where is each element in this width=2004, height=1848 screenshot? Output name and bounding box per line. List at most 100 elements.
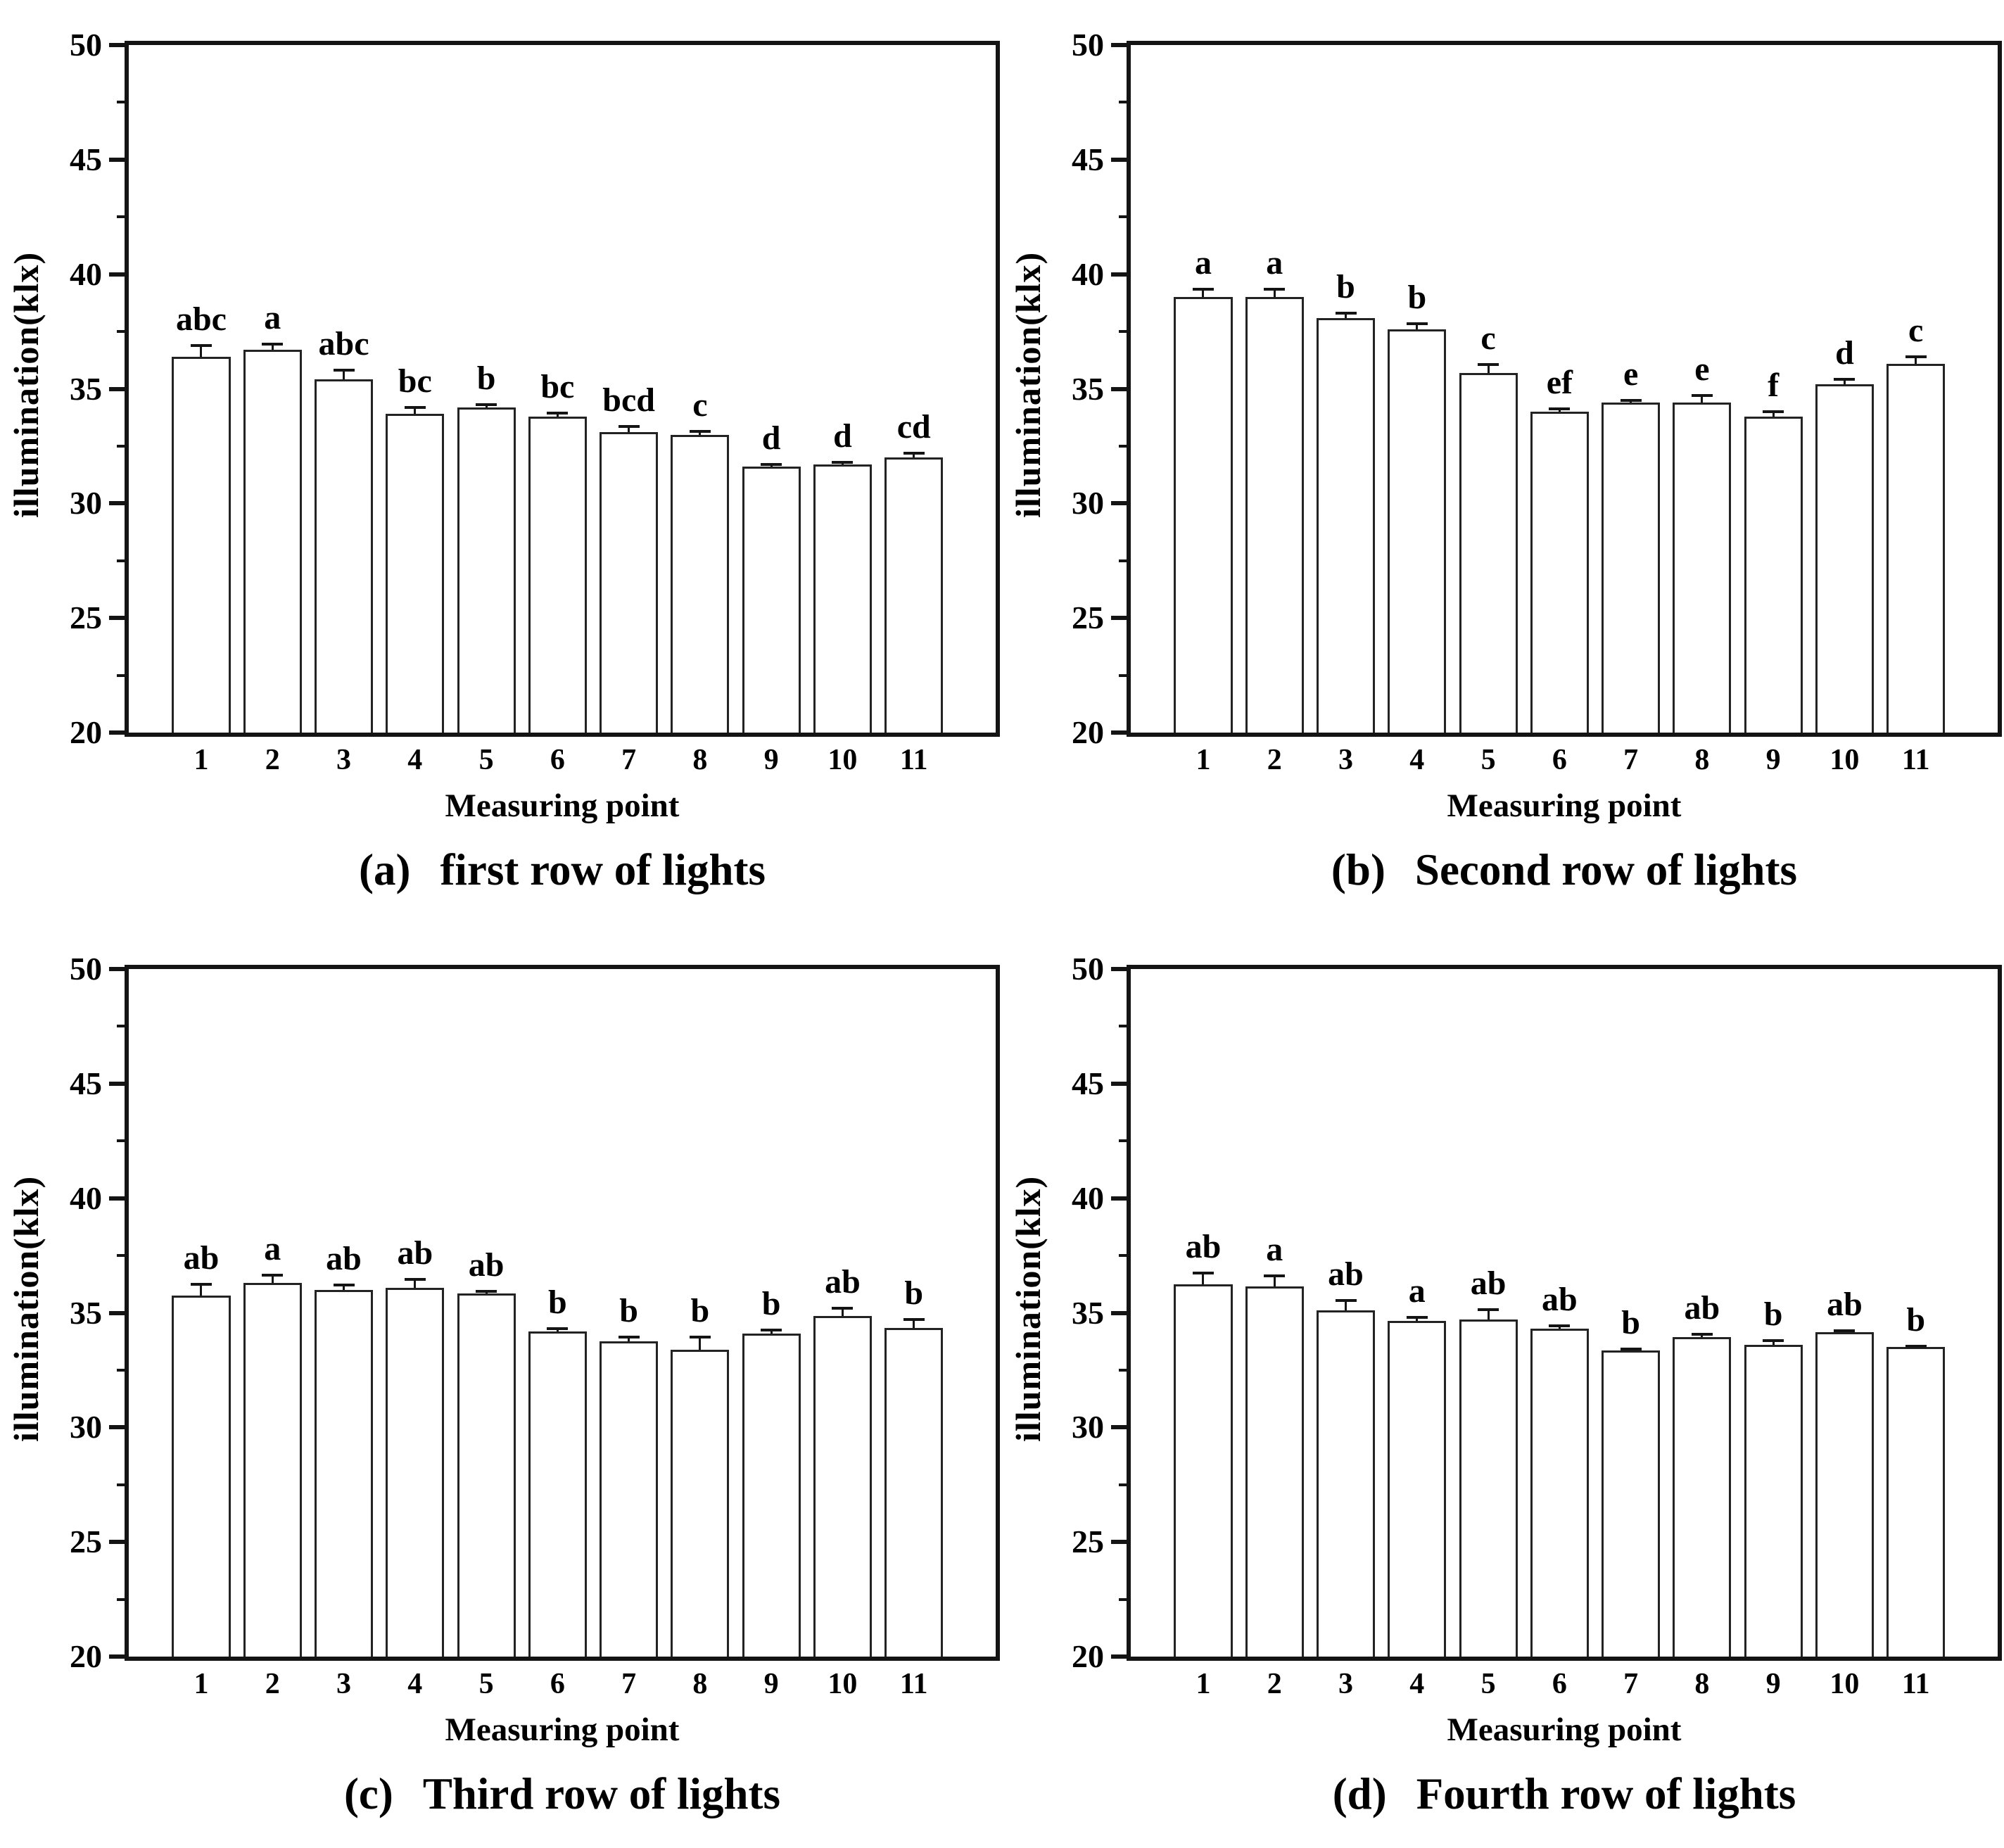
y-tick-minor — [117, 673, 125, 677]
error-bar-cap — [476, 403, 497, 407]
y-tick-major — [1111, 386, 1127, 391]
significance-letter: ab — [1470, 1264, 1507, 1302]
bar — [1886, 363, 1946, 733]
y-tick-minor — [1119, 215, 1127, 219]
y-tick-label: 50 — [70, 27, 102, 63]
y-tick-major — [109, 501, 125, 506]
x-tick-label: 10 — [1829, 1668, 1860, 1700]
panel-caption: (d) Fourth row of lights — [1127, 1768, 2002, 1820]
x-tick-label: 8 — [692, 744, 708, 776]
error-bar-cap — [1478, 1308, 1499, 1311]
bar — [1602, 403, 1661, 733]
error-bar-cap — [1905, 1344, 1927, 1348]
bar — [1530, 1329, 1589, 1657]
y-tick-major — [109, 1081, 125, 1086]
y-tick-label: 35 — [70, 1294, 102, 1331]
error-bar-stem — [628, 426, 630, 433]
error-bar-stem — [770, 1329, 773, 1334]
y-tick-major — [109, 1654, 125, 1659]
y-tick-major — [109, 616, 125, 621]
error-bar-stem — [1915, 356, 1917, 364]
y-tick-label: 40 — [70, 255, 102, 292]
error-bar-stem — [1701, 395, 1704, 403]
significance-letter: ef — [1546, 364, 1573, 402]
significance-letter: e — [1694, 350, 1710, 388]
significance-letter: d — [1835, 334, 1854, 372]
x-tick-label: 2 — [1267, 744, 1282, 776]
y-tick-major — [1111, 272, 1127, 277]
plot-area: 20 25 30 35 40 45 50 ab 1 a 2 ab 3 a 4 ab 5 ab 6 b 7 ab 8 b 9 ab 1… — [1072, 951, 2002, 1700]
error-bar-stem — [271, 344, 274, 350]
significance-letter: a — [264, 1229, 281, 1267]
x-tick-label: 9 — [1765, 1668, 1781, 1700]
significance-letter: c — [1480, 319, 1496, 357]
y-tick-minor — [1119, 1483, 1127, 1486]
x-tick-label: 6 — [1552, 1668, 1567, 1700]
significance-letter: bc — [540, 367, 575, 405]
y-tick-label: 25 — [1072, 1524, 1104, 1560]
x-tick-label: 4 — [407, 744, 423, 776]
error-bar-stem — [1345, 1300, 1347, 1311]
y-tick-major — [1111, 730, 1127, 735]
y-tick-label: 30 — [1072, 1409, 1104, 1445]
significance-letter: abc — [318, 325, 369, 363]
x-tick-label: 8 — [692, 1668, 708, 1700]
significance-letter: ab — [1541, 1281, 1578, 1319]
y-tick-minor — [1119, 1597, 1127, 1601]
error-bar-cap — [190, 1282, 212, 1286]
error-bar-cap — [476, 1290, 497, 1293]
error-bar-cap — [1691, 394, 1713, 398]
error-bar-stem — [913, 452, 915, 458]
y-tick-label: 20 — [70, 1638, 102, 1674]
bar — [1530, 412, 1589, 733]
y-tick-major — [109, 730, 125, 735]
y-tick-major — [109, 1540, 125, 1545]
error-bar-cap — [761, 1328, 782, 1331]
error-bar-stem — [200, 1284, 203, 1296]
panel-a-first-row: illumination(klx) 20 25 30 35 40 45 50 abc 1 a 2 ab… — [0, 0, 1002, 924]
bar — [884, 457, 944, 733]
y-tick-label: 20 — [70, 714, 102, 750]
bar — [172, 1296, 231, 1657]
significance-letter: b — [1763, 1296, 1783, 1334]
bar — [1815, 1332, 1874, 1657]
error-bar-cap — [1763, 1339, 1784, 1343]
error-bar-cap — [832, 1307, 854, 1310]
significance-letter: ab — [1185, 1227, 1222, 1265]
error-bar-stem — [343, 1285, 345, 1290]
bar — [600, 1341, 659, 1657]
significance-letter: c — [1908, 311, 1924, 349]
panel-b-second-row: illumination(klx) 20 25 30 35 40 45 50 a 1 a 2 b 3 b 4… — [1002, 0, 2004, 924]
y-tick-major — [1111, 1425, 1127, 1430]
error-bar-cap — [618, 425, 640, 429]
x-tick-label: 3 — [1338, 744, 1354, 776]
bar — [1388, 1320, 1447, 1657]
error-bar-cap — [190, 343, 212, 347]
y-tick-label: 25 — [70, 1524, 102, 1560]
significance-letter: ab — [397, 1234, 433, 1272]
y-tick-label: 40 — [70, 1179, 102, 1216]
bar — [1459, 1319, 1518, 1657]
significance-letter: bc — [398, 362, 432, 400]
error-bar-cap — [547, 411, 569, 414]
significance-letter: a — [1194, 243, 1212, 281]
significance-letter: cd — [896, 407, 931, 445]
bar — [1744, 1345, 1803, 1657]
y-tick-label: 30 — [1072, 485, 1104, 521]
error-bar-cap — [1763, 410, 1784, 414]
y-tick-major — [1111, 1540, 1127, 1545]
y-tick-label: 50 — [1072, 951, 1104, 987]
bar — [315, 379, 374, 733]
plot-area: 20 25 30 35 40 45 50 abc 1 a 2 abc 3 bc 4 b 5 bc 6 bcd 7 c 8 d 9… — [70, 27, 1000, 776]
error-bar-cap — [1834, 1329, 1856, 1332]
y-tick-minor — [117, 1368, 125, 1372]
x-tick-label: 6 — [550, 1668, 565, 1700]
error-bar-cap — [903, 451, 925, 455]
error-bar-cap — [262, 1273, 284, 1277]
error-bar-cap — [1834, 378, 1856, 381]
y-tick-minor — [117, 1483, 125, 1486]
error-bar-stem — [556, 412, 559, 417]
error-bar-stem — [1843, 379, 1846, 384]
y-tick-minor — [1119, 1254, 1127, 1258]
significance-letter: b — [619, 1291, 638, 1329]
